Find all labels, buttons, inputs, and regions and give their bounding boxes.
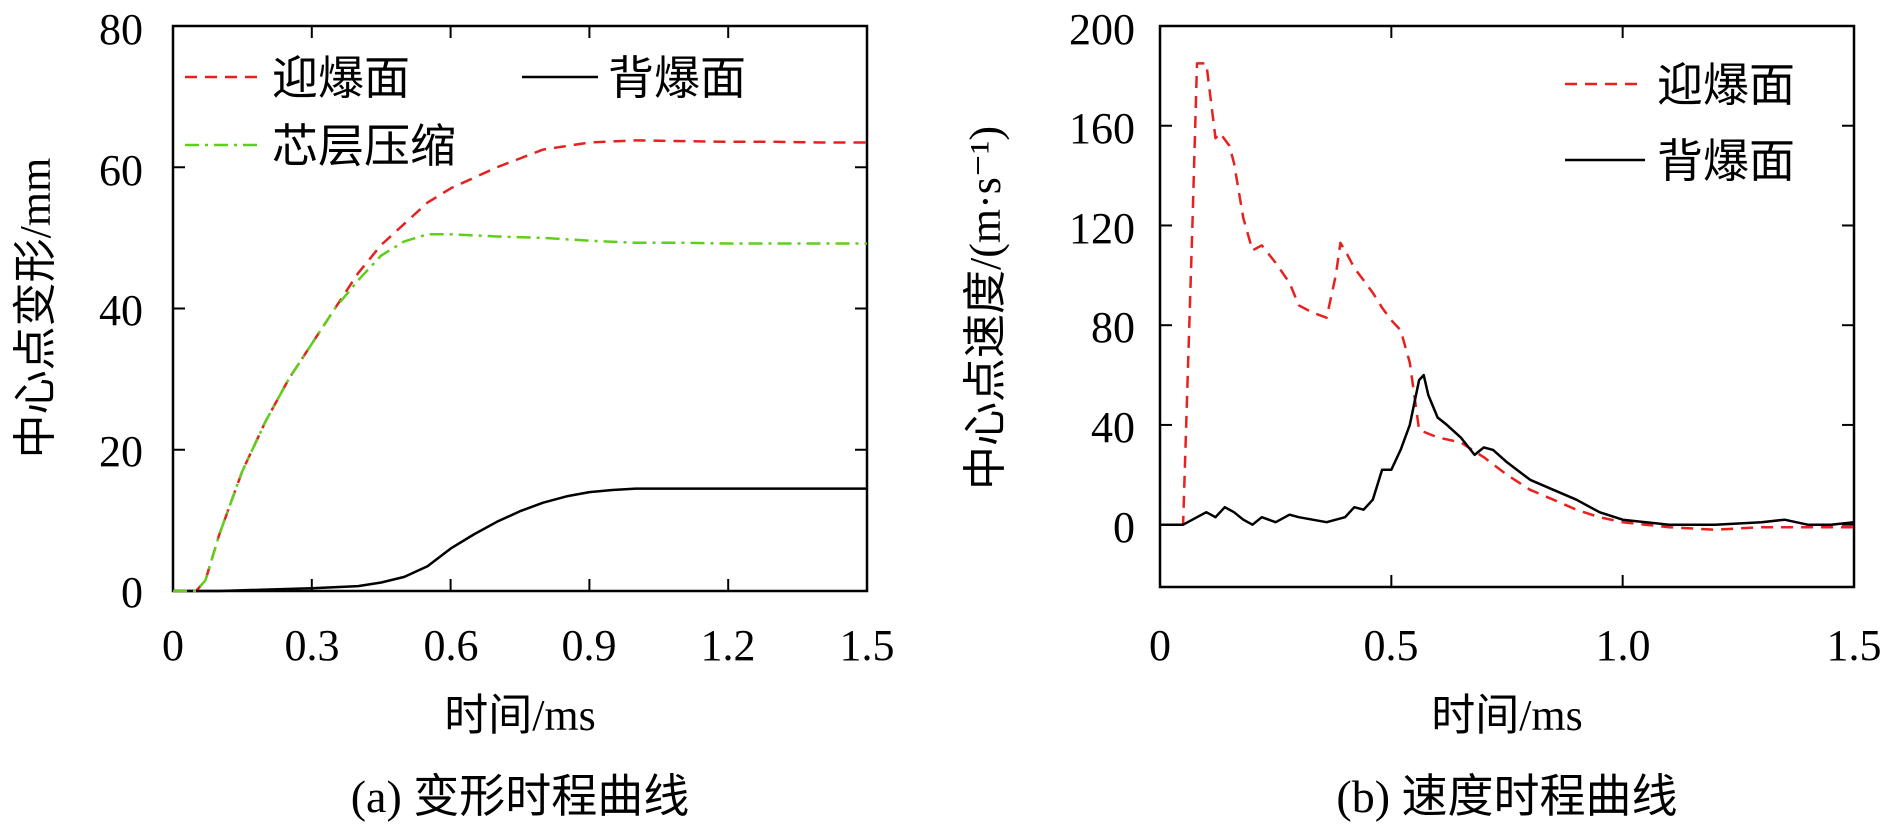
legend: 迎爆面 背爆面 — [1565, 60, 1795, 187]
x-tick-label: 1.2 — [701, 621, 756, 670]
tick-marks — [1159, 25, 1855, 587]
x-tick-label: 0 — [162, 621, 184, 670]
caption-a: (a) 变形时程曲线 — [351, 771, 690, 822]
y-tick-labels: 0 20 40 60 80 — [99, 5, 143, 617]
y-tick-label: 80 — [99, 5, 143, 54]
y-axis-label: 中心点速度/(m·s⁻¹) — [961, 126, 1010, 490]
x-tick-label: 0.9 — [562, 621, 617, 670]
y-tick-label: 120 — [1069, 204, 1135, 253]
series-group — [173, 139, 867, 593]
legend-label-back: 背爆面 — [608, 53, 746, 104]
legend-label-back: 背爆面 — [1657, 136, 1795, 187]
y-axis-label: 中心点变形/mm — [11, 158, 60, 459]
y-tick-label: 160 — [1069, 104, 1135, 153]
y-tick-labels: 0 40 80 120 160 200 — [1069, 5, 1135, 552]
x-tick-label: 0.5 — [1364, 621, 1419, 670]
series-line-迎爆面 — [1160, 62, 1854, 531]
x-axis-label: 时间/ms — [1431, 691, 1583, 740]
series-group — [1160, 62, 1855, 531]
x-tick-label: 1.0 — [1596, 621, 1651, 670]
series-line-芯层压缩 — [173, 233, 867, 593]
y-tick-label: 40 — [1091, 403, 1135, 452]
plot-frame — [1158, 24, 1856, 589]
x-tick-label: 1.5 — [840, 621, 895, 670]
series-line-背爆面 — [173, 487, 867, 593]
legend-label-front: 迎爆面 — [272, 53, 410, 104]
tick-marks — [172, 25, 868, 592]
caption-b: (b) 速度时程曲线 — [1336, 771, 1677, 822]
x-tick-label: 0 — [1149, 621, 1171, 670]
y-tick-label: 0 — [121, 568, 143, 617]
legend-label-core: 芯层压缩 — [272, 121, 456, 172]
y-tick-label: 200 — [1069, 5, 1135, 54]
y-tick-label: 0 — [1113, 503, 1135, 552]
y-tick-label: 20 — [99, 427, 143, 476]
x-tick-labels: 0 0.3 0.6 0.9 1.2 1.5 — [162, 621, 895, 670]
legend-label-front: 迎爆面 — [1657, 60, 1795, 111]
x-tick-labels: 0 0.5 1.0 1.5 — [1149, 621, 1882, 670]
chart-deformation: 0 20 40 60 80 0 0.3 0.6 0.9 1.2 1.5 时间/m… — [11, 5, 895, 822]
y-tick-label: 60 — [99, 146, 143, 195]
legend: 迎爆面 背爆面 芯层压缩 — [185, 53, 746, 172]
x-tick-label: 1.5 — [1827, 621, 1882, 670]
y-tick-label: 80 — [1091, 303, 1135, 352]
x-tick-label: 0.3 — [285, 621, 340, 670]
x-axis-label: 时间/ms — [444, 691, 596, 740]
series-line-迎爆面 — [173, 139, 867, 593]
x-tick-label: 0.6 — [424, 621, 479, 670]
chart-velocity: 0 40 80 120 160 200 0 0.5 1.0 1.5 时间/ms … — [961, 5, 1882, 822]
series-line-背爆面 — [1160, 373, 1855, 526]
plot-frame — [171, 24, 869, 593]
y-tick-label: 40 — [99, 286, 143, 335]
